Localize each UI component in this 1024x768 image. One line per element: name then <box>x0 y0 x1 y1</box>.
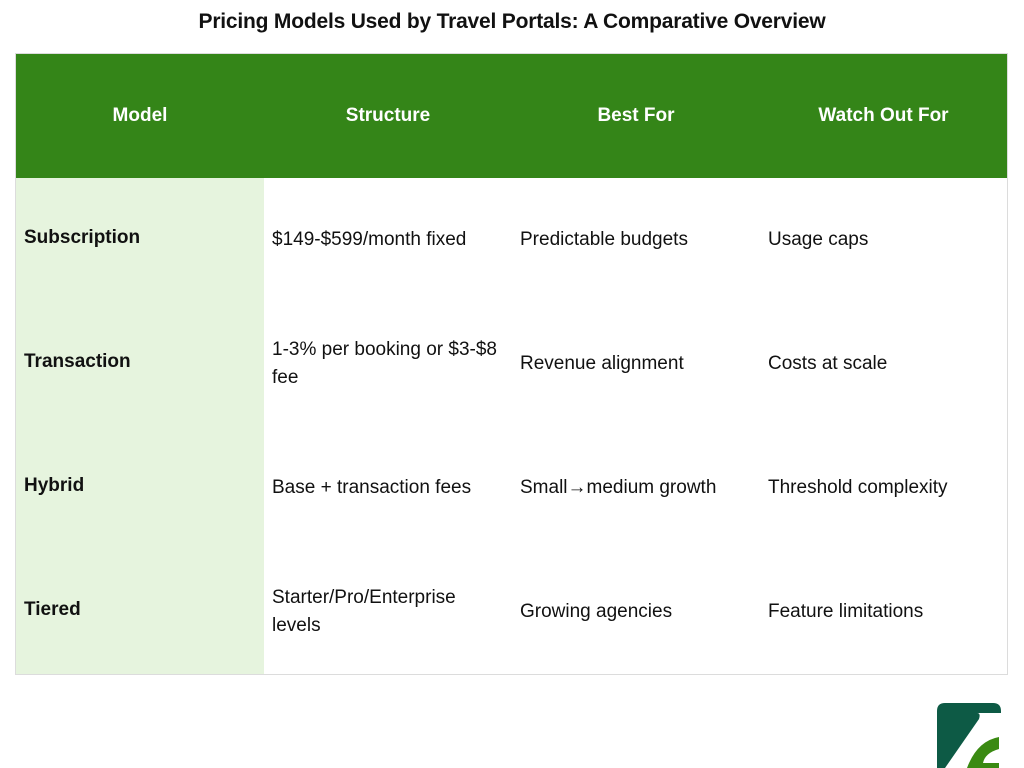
row-4-model: Tiered <box>16 550 264 674</box>
row-2-model: Transaction <box>16 302 264 426</box>
row-3-best-for: Small→medium growth <box>512 426 760 550</box>
row-1-model: Subscription <box>16 178 264 302</box>
header-watch-out-for: Watch Out For <box>760 54 1007 178</box>
row-1-structure: $149-$599/month fixed <box>264 178 512 302</box>
row-3-watch-out-for: Threshold complexity <box>760 426 1007 550</box>
row-3-model: Hybrid <box>16 426 264 550</box>
model-label: Tiered <box>24 599 81 620</box>
row-1-best-for: Predictable budgets <box>512 178 760 302</box>
row-4-watch-out-for: Feature limitations <box>760 550 1007 674</box>
brand-logo-icon <box>937 703 1001 768</box>
model-label: Transaction <box>24 351 131 372</box>
row-1-watch-out-for: Usage caps <box>760 178 1007 302</box>
row-2-watch-out-for: Costs at scale <box>760 302 1007 426</box>
row-4-structure: Starter/Pro/Enterprise levels <box>264 550 512 674</box>
model-label: Hybrid <box>24 475 85 496</box>
page-title: Pricing Models Used by Travel Portals: A… <box>198 10 826 33</box>
row-4-best-for: Growing agencies <box>512 550 760 674</box>
header-structure: Structure <box>264 54 512 178</box>
row-2-structure: 1-3% per booking or $3-$8 fee <box>264 302 512 426</box>
pricing-table: Model Structure Best For Watch Out For S… <box>15 53 1008 675</box>
row-2-best-for: Revenue alignment <box>512 302 760 426</box>
row-3-structure: Base + transaction fees <box>264 426 512 550</box>
model-label: Subscription <box>24 227 141 248</box>
header-best-for: Best For <box>512 54 760 178</box>
header-model: Model <box>16 54 264 178</box>
